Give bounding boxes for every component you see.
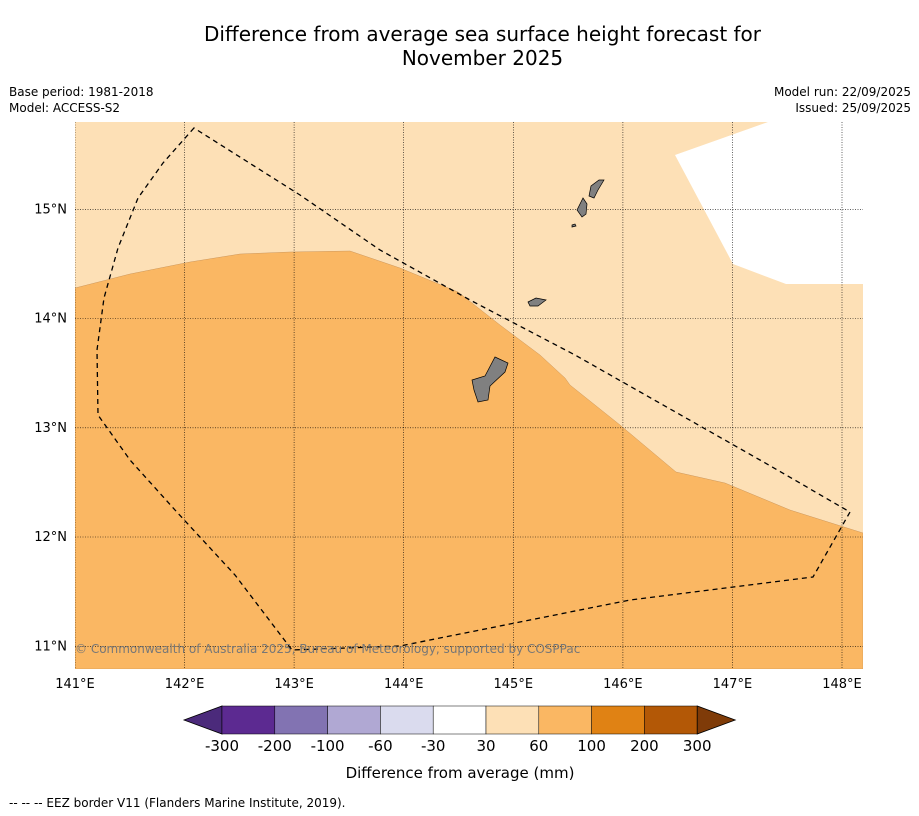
title-line-1: Difference from average sea surface heig… — [203, 22, 762, 46]
lat-label: 13°N — [34, 421, 67, 436]
colorbar-segment — [591, 705, 645, 735]
latitude-labels: 15°N 14°N 13°N 12°N 11°N — [34, 202, 67, 654]
graticule — [75, 122, 863, 669]
colorbar-tick-label: -200 — [258, 737, 292, 755]
eez-border — [96, 127, 851, 651]
meta-left: Base period: 1981-2018 Model: ACCESS-S2 — [9, 84, 154, 116]
colorbar-extend-low — [182, 705, 223, 735]
colorbar-tick-label: 200 — [630, 737, 659, 755]
colorbar-extend-high — [696, 705, 737, 735]
map-area: © Commonwealth of Australia 2025, Bureau… — [75, 122, 863, 669]
eez-legend-note: -- -- -- EEZ border V11 (Flanders Marine… — [9, 796, 346, 810]
saipan-island — [588, 179, 605, 199]
model-name: Model: ACCESS-S2 — [9, 101, 121, 115]
colorbar-label: Difference from average (mm) — [346, 764, 575, 782]
colorbar-segment — [274, 705, 328, 735]
colorbar-segment — [644, 705, 698, 735]
lon-label: 142°E — [165, 677, 205, 692]
lat-label: 12°N — [34, 530, 67, 545]
lon-label: 144°E — [384, 677, 424, 692]
anomaly-band-near-zero — [675, 122, 863, 284]
colorbar-tick-label: -30 — [421, 737, 446, 755]
colorbar-segment — [380, 705, 434, 735]
model-run: Model run: 22/09/2025 — [773, 85, 911, 99]
colorbar-segment — [485, 705, 540, 735]
colorbar-tick-label: -100 — [311, 737, 345, 755]
colorbar: -300 -200 -100 -60 -30 30 60 100 200 300 — [182, 705, 737, 755]
land-masses — [471, 179, 605, 403]
title: Difference from average sea surface heig… — [0, 22, 919, 70]
meta-right: Model run: 22/09/2025 Issued: 25/09/2025 — [774, 84, 911, 116]
colorbar-tick-label: -60 — [368, 737, 393, 755]
lon-label: 147°E — [713, 677, 753, 692]
lat-label: 15°N — [34, 202, 67, 217]
issued-date: Issued: 25/09/2025 — [795, 101, 911, 115]
lon-label: 146°E — [603, 677, 643, 692]
lat-label: 14°N — [34, 312, 67, 327]
colorbar-tick-label: -300 — [205, 737, 239, 755]
lon-label: 141°E — [55, 677, 95, 692]
guam-island — [471, 356, 509, 403]
lat-label: 11°N — [34, 639, 67, 654]
title-line-2: November 2025 — [401, 46, 564, 70]
aguijan-island — [571, 223, 577, 228]
lon-label: 143°E — [274, 677, 314, 692]
tinian-island — [576, 197, 588, 218]
colorbar-segment — [327, 705, 381, 735]
anomaly-band-60-100 — [75, 250, 863, 669]
colorbar-segment — [221, 705, 276, 735]
lon-label: 145°E — [494, 677, 534, 692]
colorbar-tick-label: 300 — [683, 737, 712, 755]
rota-island — [527, 297, 547, 307]
longitude-labels: 141°E 142°E 143°E 144°E 145°E 146°E 147°E 148°E — [55, 677, 862, 692]
colorbar-segment — [432, 705, 487, 735]
copyright-notice: © Commonwealth of Australia 2025, Bureau… — [75, 642, 580, 656]
base-period: Base period: 1981-2018 — [9, 85, 154, 99]
colorbar-tick-label: 100 — [577, 737, 606, 755]
colorbar-segment — [538, 705, 592, 735]
lon-label: 148°E — [822, 677, 862, 692]
colorbar-tick-label: 30 — [476, 737, 495, 755]
colorbar-tick-label: 60 — [529, 737, 548, 755]
